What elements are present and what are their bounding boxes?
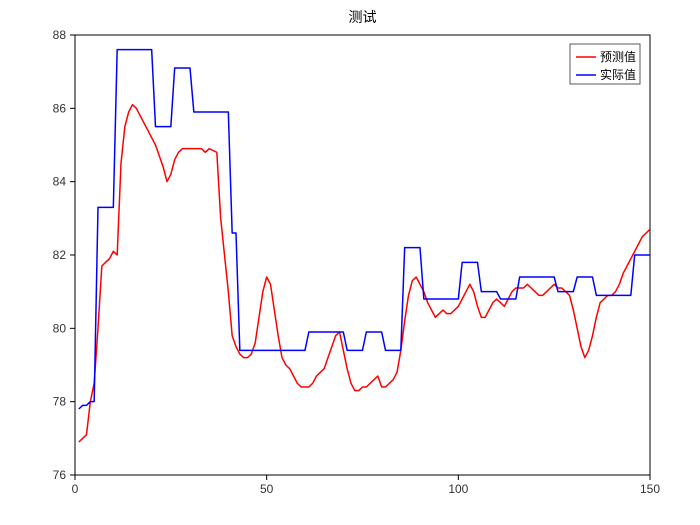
y-tick-label: 82 [53, 248, 67, 262]
plot-border [75, 35, 650, 475]
chart-title: 测试 [349, 9, 377, 25]
x-tick-label: 50 [260, 482, 274, 496]
y-tick-label: 86 [53, 101, 67, 115]
y-tick-label: 78 [53, 395, 67, 409]
legend-label-1: 实际值 [600, 67, 636, 82]
chart-container: 0 50 100 150 76 78 80 82 84 86 88 测试预测值实际值 [0, 0, 700, 525]
series-line-1 [79, 50, 650, 409]
series-line-0 [79, 105, 650, 442]
x-tick-label: 150 [640, 482, 660, 496]
x-tick-label: 0 [72, 482, 79, 496]
y-tick-label: 88 [53, 28, 67, 42]
y-tick-label: 76 [53, 468, 67, 482]
chart-svg: 0 50 100 150 76 78 80 82 84 86 88 测试预测值实际值 [0, 0, 700, 525]
legend-label-0: 预测值 [600, 49, 636, 64]
y-tick-label: 84 [53, 175, 67, 189]
x-tick-label: 100 [448, 482, 468, 496]
y-tick-label: 80 [53, 321, 67, 335]
